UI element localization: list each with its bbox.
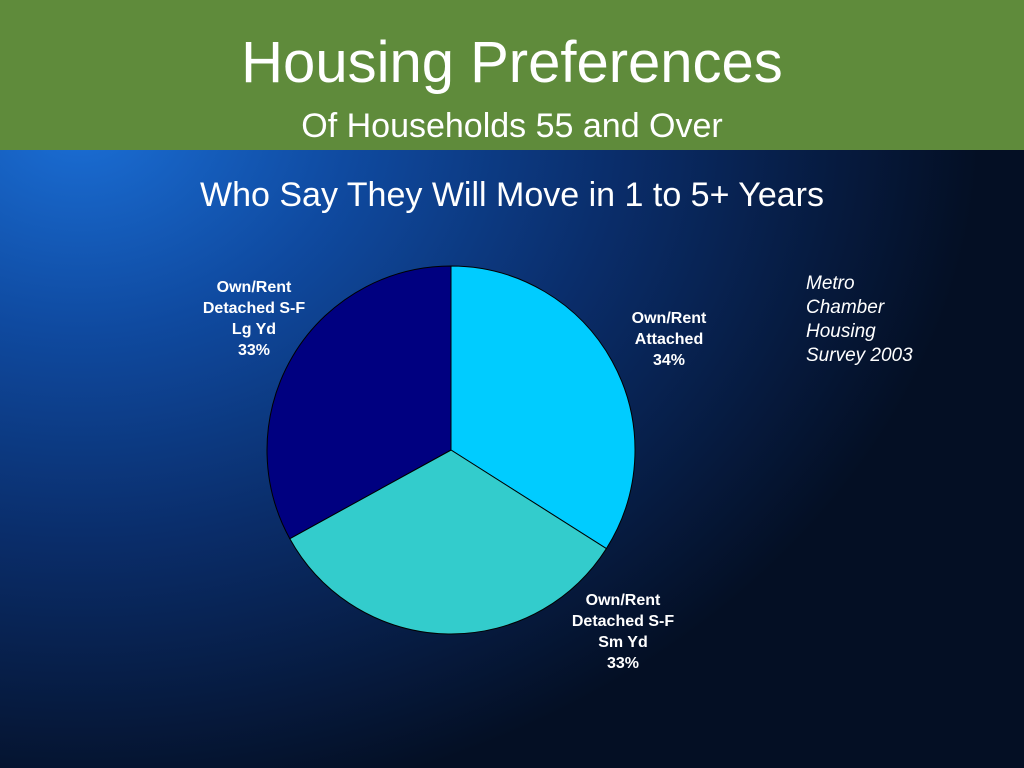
value-label: 33% <box>606 655 640 672</box>
category-label: Own/Rent Detached S-F Sm Yd <box>571 592 675 651</box>
source-note: Metro Chamber Housing Survey 2003 <box>806 273 913 366</box>
slide-subtitle: Of Households 55 and Over <box>301 107 723 145</box>
pie-slice <box>289 449 608 635</box>
slide-title: Housing Preferences <box>241 30 783 95</box>
category-label: Own/Rent Detached S-F Lg Yd <box>202 279 306 338</box>
value-label: 34% <box>652 352 686 369</box>
pie-slice <box>450 265 636 550</box>
slice-label: Own/Rent Attached 34% <box>614 308 724 371</box>
header-band <box>0 0 1024 150</box>
pie-slice <box>266 265 452 540</box>
category-label: Own/Rent Attached <box>631 310 707 348</box>
value-label: 33% <box>237 342 271 359</box>
slice-label: Own/Rent Detached S-F Lg Yd 33% <box>199 277 309 361</box>
chart-title: Who Say They Will Move in 1 to 5+ Years <box>200 176 824 214</box>
slice-label: Own/Rent Detached S-F Sm Yd 33% <box>568 590 678 674</box>
